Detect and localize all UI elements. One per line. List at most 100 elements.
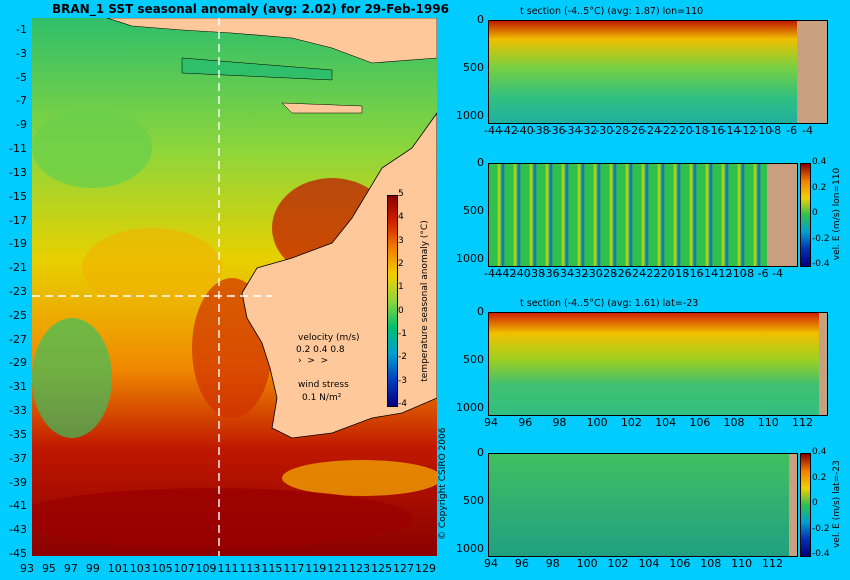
x-tick-label: 112 [792,416,813,429]
x-tick-label: 106 [669,557,691,570]
lon-tick-label: 95 [41,562,56,575]
lon-tick-label: 119 [305,562,327,575]
x-tick-label: -40 [515,124,534,137]
lon-tick-label: 125 [371,562,393,575]
lon-tick-label: 97 [63,562,78,575]
lon-tick-label: 129 [415,562,436,575]
depth-tick-label: 500 [463,61,484,74]
depth-tick-label: 0 [477,305,484,318]
x-tick-label: 108 [700,557,722,570]
lon-tick-label: 103 [129,562,151,575]
x-tick-label: -14 [700,267,718,280]
velocity-colorbar-tick: -0.4 [812,549,830,559]
x-tick-label: -10 [728,267,747,280]
lat-tick-label: -43 [9,523,27,537]
x-tick-label: -18 [690,124,709,137]
lat-tick-label: -27 [9,332,27,346]
land-patch [789,454,797,556]
x-tick-label: -12 [738,124,757,137]
section-plot [488,453,798,557]
lat-tick-label: -7 [16,94,27,108]
lat-tick-label: -23 [9,285,27,298]
x-tick-label: -14 [722,124,741,137]
sst-colorbar-ticks: 5 4 3 2 1 0 -1 -2 -3 -4 [398,189,410,409]
velocity-colorbar-tick: 0.2 [812,472,827,483]
land-patch [797,21,827,123]
longitude-axis: 93 95 97 99 101 103 105 107 109 111 113 115 117 119 12… [20,562,437,578]
x-tick-label: -6 [757,267,769,280]
sst-colorbar-tick: 0 [398,305,404,316]
x-tick-label: -38 [527,267,546,280]
x-tick-label: -28 [611,124,630,137]
x-tick-label: -8 [770,124,782,137]
section-panel-vel-section-lat: 0 500 1000 94 96 98 100 102 104 106 108 110 112 0.4 0.… [440,435,850,570]
velocity-colorbar-label: vel. E (m/s) lat=-23 [832,460,842,548]
x-tick-label: -26 [613,267,632,280]
section-plot [488,163,798,267]
lon-tick-label: 111 [217,562,239,575]
depth-tick-label: 500 [463,204,484,217]
lon-tick-label: 115 [261,562,283,575]
x-tick-label: -44 [484,267,502,280]
lon-tick-label: 117 [283,562,305,575]
land-patch [819,313,827,415]
lat-tick-label: -37 [9,451,27,465]
lon-tick-label: 93 [20,562,34,575]
x-tick-label: -6 [786,124,798,137]
lat-tick-label: -35 [9,427,27,441]
section-panel-t-section-lon: t section (-4..5°C) (avg: 1.87) lon=110 0… [440,2,850,137]
sst-colorbar-label: temperature seasonal anomaly (°C) [420,220,430,382]
x-tick-label: -24 [628,267,646,280]
lon-tick-label: 105 [151,562,173,575]
lat-tick-label: -17 [9,213,27,227]
section-plot [488,312,828,416]
java-land [106,18,437,64]
main-map-title: BRAN_1 SST seasonal anomaly (avg: 2.02) … [52,2,449,16]
lat-tick-label: -9 [16,118,27,132]
x-tick-label: -16 [706,124,725,137]
depth-tick-label: 1000 [456,401,484,414]
latitude-axis: -1 -3 -5 -7 -9 -11 -13 -15 -17 -19 -21 -23 -25 -27 -29… [0,18,30,560]
section-panel-vel-section-lon: 0 500 1000 -44 -42 -40 -38 -36 -34 -32 -30 -28 -26 -2… [440,145,850,280]
sst-colorbar-tick: -4 [398,399,407,409]
sst-colorbar-tick: -2 [398,352,407,363]
sst-colorbar-tick: 4 [398,212,404,223]
depth-tick-label: 0 [477,446,484,459]
lat-tick-label: -5 [16,70,27,84]
sst-colorbar [387,195,398,407]
velocity-colorbar-tick: -0.2 [812,233,830,244]
depth-tick-label: 500 [463,353,484,366]
depth-tick-label: 1000 [456,109,484,122]
velocity-colorbar-tick: -0.2 [812,523,830,534]
x-tick-label: 108 [723,416,745,429]
x-tick-label: 110 [757,416,779,429]
sst-map-svg [32,18,437,556]
lat-tick-label: -45 [9,547,27,560]
land-patch [767,164,797,266]
lat-tick-label: -3 [16,46,27,60]
lat-tick-label: -13 [9,165,27,179]
velocity-colorbar-tick: -0.4 [812,259,830,269]
velocity-colorbar-tick: 0.2 [812,182,827,193]
x-tick-label: -26 [627,124,646,137]
x-tick-label: 100 [576,557,598,570]
velocity-colorbar [800,453,811,557]
section-plot [488,20,828,124]
x-tick-label: 104 [638,557,660,570]
wind-stress-value: 0.1 N/m² [302,393,342,403]
depth-tick-label: 1000 [456,252,484,265]
x-tick-label: 106 [689,416,711,429]
velocity-colorbar-tick: 0.4 [812,447,827,457]
lat-tick-label: -39 [9,475,27,489]
sst-anomaly-map [32,18,437,556]
lon-tick-label: 107 [173,562,195,575]
x-tick-label: 102 [620,416,642,429]
x-tick-label: 96 [518,416,533,429]
velocity-legend-arrows: › > > [298,356,329,366]
lat-tick-label: -11 [9,142,27,156]
sst-colorbar-tick: 1 [398,282,404,293]
depth-tick-label: 0 [477,13,484,26]
lon-tick-label: 121 [327,562,349,575]
velocity-colorbar-tick: 0.4 [812,157,827,167]
section-panel-t-section-lat: t section (-4..5°C) (avg: 1.61) lat=-23 0… [440,294,850,429]
